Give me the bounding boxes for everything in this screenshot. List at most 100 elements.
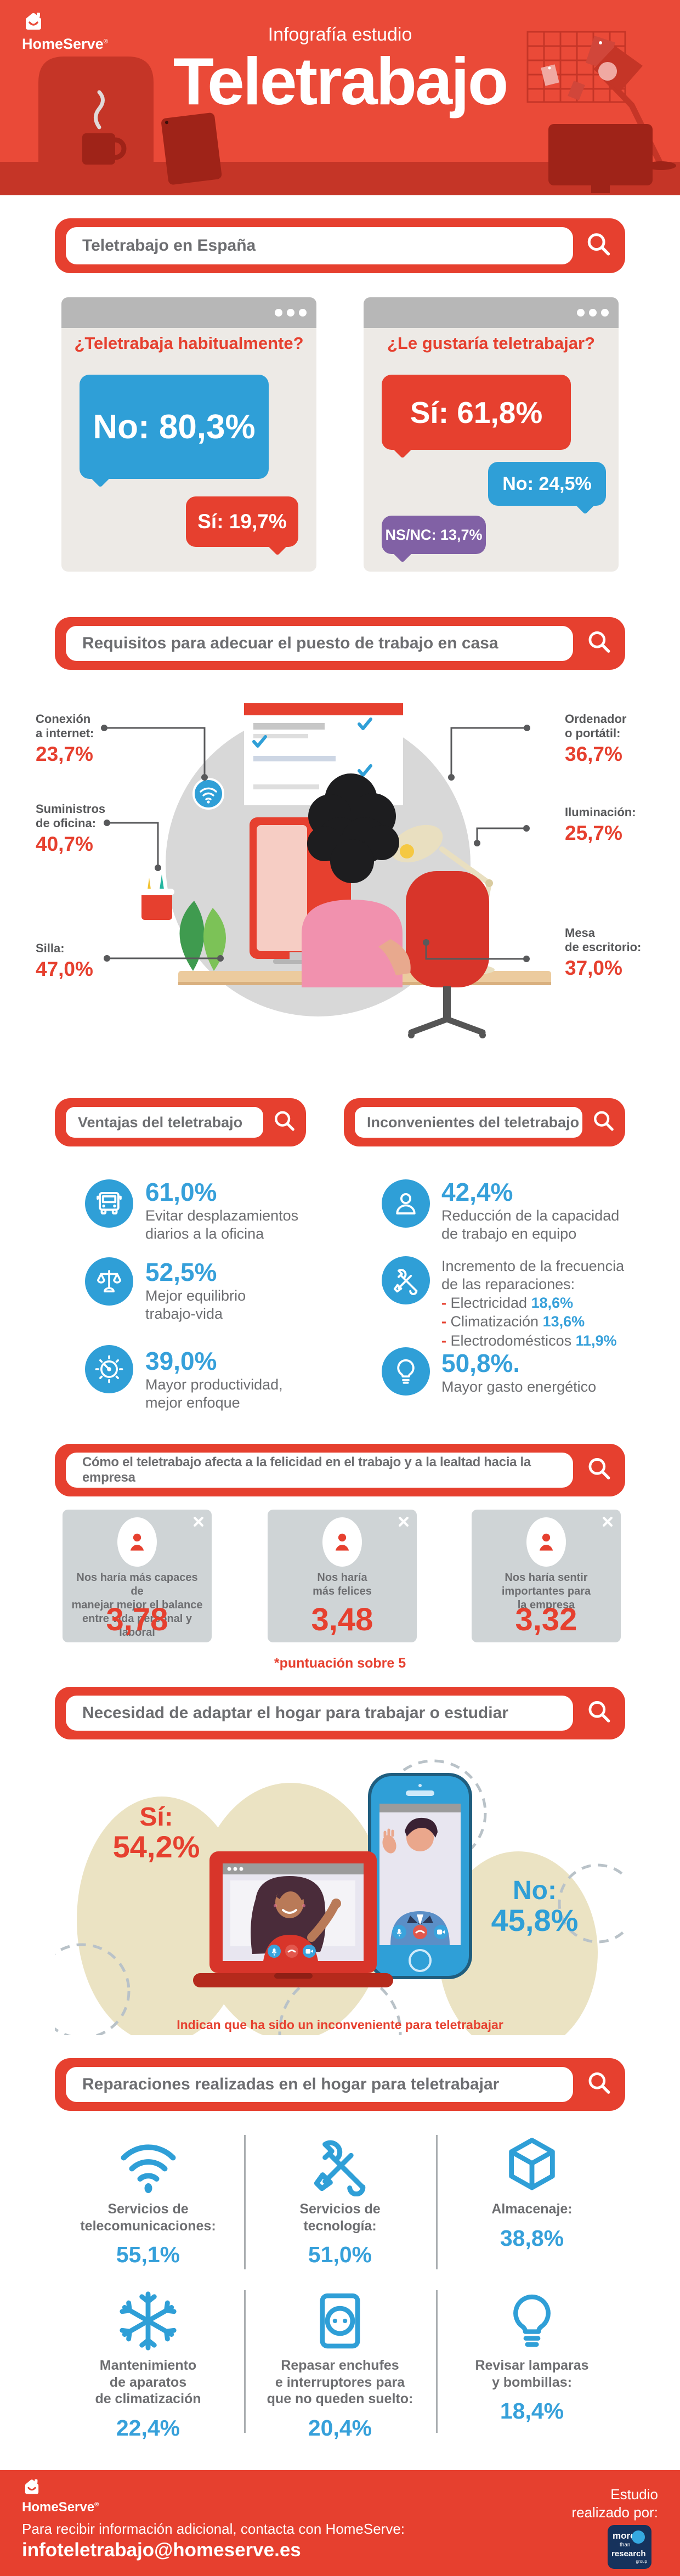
gauge-icon — [85, 1345, 133, 1393]
search-icon[interactable] — [586, 1698, 613, 1728]
search-bar-felicidad[interactable]: Cómo el teletrabajo afecta a la felicida… — [55, 1444, 625, 1496]
outlet-icon — [310, 2285, 370, 2357]
videocall-illustration — [55, 1759, 625, 2035]
card-question: ¿Teletrabaja habitualmente? — [74, 334, 304, 353]
happiness-card: Nos haría más capaces de manejar mejor e… — [63, 1510, 212, 1642]
divider — [244, 2135, 246, 2269]
registered-mark: ® — [103, 38, 108, 45]
inconveniente-item: 42,4% Reducción de la capacidad de traba… — [441, 1178, 620, 1242]
header-hero: HomeServe® Infografía estudio Teletrabaj… — [0, 0, 680, 195]
search-input[interactable]: Requisitos para adecuar el puesto de tra… — [66, 626, 573, 661]
person-icon — [335, 1533, 349, 1551]
bus-icon — [85, 1179, 133, 1228]
speech-bubble-no: No: 24,5% — [488, 462, 606, 506]
search-input[interactable]: Cómo el teletrabajo afecta a la felicida… — [66, 1453, 573, 1488]
header-illustration — [0, 0, 680, 195]
contact-email[interactable]: infoteletrabajo@homeserve.es — [22, 2539, 301, 2561]
divider — [244, 2290, 246, 2433]
close-icon[interactable] — [602, 1516, 613, 1530]
search-input[interactable]: Reparaciones realizadas en el hogar para… — [66, 2067, 573, 2102]
footer: HomeServe® Para recibir información adic… — [0, 2470, 680, 2576]
avatar — [526, 1517, 566, 1567]
repair-item-bombillas: Revisar lamparas y bombillas: 18,4% — [447, 2285, 617, 2424]
inconveniente-item: 50,8%. Mayor gasto energético — [441, 1349, 597, 1395]
search-icon[interactable] — [586, 1455, 613, 1485]
search-icon[interactable] — [586, 2070, 613, 2100]
avatar — [322, 1517, 362, 1567]
search-bar-ventajas[interactable]: Ventajas del teletrabajo — [55, 1098, 306, 1146]
homeserve-house-icon — [26, 13, 41, 30]
agency-word: group — [636, 2559, 647, 2564]
card-question: ¿Le gustaría teletrabajar? — [387, 334, 595, 353]
tools-icon — [309, 2128, 372, 2201]
search-bar-requisitos[interactable]: Requisitos para adecuar el puesto de tra… — [55, 617, 625, 670]
adaptar-no: No: 45,8% — [491, 1876, 579, 1938]
repair-item-tecnologia: Servicios de tecnología: 51,0% — [255, 2128, 425, 2268]
happiness-card: Nos haría más felices 3,48 — [268, 1510, 417, 1642]
agency-word: research — [611, 2549, 646, 2558]
agency-word: than — [620, 2542, 631, 2548]
search-text: Teletrabajo en España — [82, 236, 256, 255]
search-bar-adaptar[interactable]: Necesidad de adaptar el hogar para traba… — [55, 1687, 625, 1739]
ventaja-item: 61,0% Evitar desplazamientos diarios a l… — [145, 1178, 299, 1242]
person-icon — [539, 1533, 553, 1551]
search-text: Necesidad de adaptar el hogar para traba… — [82, 1704, 508, 1722]
browser-titlebar — [364, 297, 619, 328]
person-icon — [130, 1533, 144, 1551]
header-subtitle: Infografía estudio — [268, 24, 412, 45]
callout-conexion: Conexión a internet: 23,7% — [36, 712, 94, 765]
search-icon[interactable] — [585, 230, 613, 262]
search-icon[interactable] — [272, 1109, 297, 1137]
homeserve-logo: HomeServe® — [22, 11, 108, 53]
search-text: Ventajas del teletrabajo — [78, 1114, 243, 1131]
score-footnote: *puntuación sobre 5 — [274, 1656, 406, 1671]
avatar — [117, 1517, 157, 1567]
adaptar-yes: Sí: 54,2% — [112, 1803, 200, 1865]
repair-item-almacenaje: Almacenaje: 38,8% — [447, 2128, 617, 2251]
search-icon[interactable] — [586, 629, 613, 659]
repair-item-climatizacion: Mantenimiento de aparatos de climatizaci… — [63, 2285, 233, 2441]
search-input[interactable]: Ventajas del teletrabajo — [66, 1107, 263, 1138]
callout-iluminacion: Iluminación: 25,7% — [565, 805, 636, 844]
agency-circle-icon — [632, 2530, 645, 2544]
happiness-card: Nos haría sentir importantes para la emp… — [472, 1510, 621, 1642]
adaptar-caption: Indican que ha sido un inconveniente par… — [177, 2018, 503, 2032]
credit-line: Estudio realizado por: — [571, 2486, 658, 2521]
search-text: Reparaciones realizadas en el hogar para… — [82, 2075, 500, 2093]
close-icon[interactable] — [398, 1516, 409, 1530]
brand-name: HomeServe — [22, 2500, 95, 2515]
callout-silla: Silla: 47,0% — [36, 941, 93, 980]
agency-word: more — [613, 2530, 636, 2541]
search-bar-espana[interactable]: Teletrabajo en España — [55, 218, 625, 273]
search-bar-inconvenientes[interactable]: Inconvenientes del teletrabajo — [344, 1098, 625, 1146]
divider — [436, 2135, 438, 2269]
search-input[interactable]: Inconvenientes del teletrabajo — [355, 1107, 582, 1138]
tools-icon — [382, 1256, 430, 1304]
search-icon[interactable] — [591, 1109, 616, 1137]
search-text: Inconvenientes del teletrabajo — [367, 1114, 580, 1131]
snowflake-icon — [116, 2285, 180, 2357]
window-dots-icon — [577, 309, 609, 317]
homeserve-house-icon — [25, 2479, 39, 2494]
callout-ordenador: Ordenador o portátil: 36,7% — [565, 712, 627, 765]
contact-line: Para recibir información adicional, cont… — [22, 2521, 405, 2537]
search-text: Requisitos para adecuar el puesto de tra… — [82, 634, 498, 652]
callout-suministros: Suministros de oficina: 40,7% — [36, 802, 106, 855]
desk-illustration — [101, 703, 551, 1038]
search-input[interactable]: Necesidad de adaptar el hogar para traba… — [66, 1696, 573, 1731]
person-icon — [382, 1179, 430, 1228]
balance-icon — [85, 1257, 133, 1306]
speech-bubble-si: Sí: 19,7% — [186, 496, 298, 547]
registered-mark: ® — [94, 2501, 99, 2508]
search-input[interactable]: Teletrabajo en España — [66, 227, 573, 264]
window-dots-icon — [275, 309, 307, 317]
box-icon — [501, 2128, 563, 2201]
bulb-icon — [382, 1347, 430, 1396]
close-icon[interactable] — [193, 1516, 204, 1530]
search-bar-reparaciones[interactable]: Reparaciones realizadas en el hogar para… — [55, 2058, 625, 2111]
inconveniente-item-reparaciones: Incremento de la frecuencia de las repar… — [441, 1257, 631, 1351]
bulb-icon — [501, 2285, 563, 2357]
more-than-research-logo: more than research group — [608, 2525, 651, 2569]
wifi-icon — [114, 2128, 183, 2201]
